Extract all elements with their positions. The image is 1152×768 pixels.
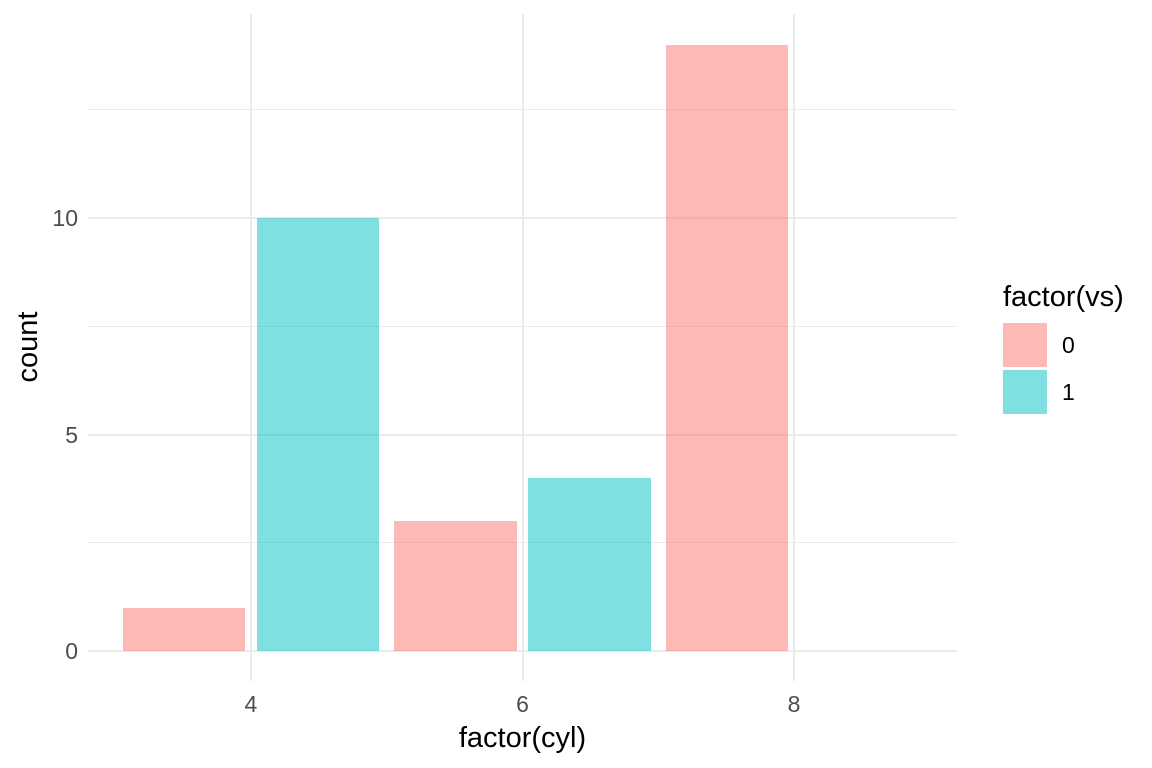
legend-title: factor(vs): [1003, 281, 1124, 313]
legend-label-1: 1: [1062, 379, 1075, 405]
legend-swatch-1: [1003, 370, 1047, 414]
legend-swatch-0: [1003, 323, 1047, 367]
x-tick-label: 4: [244, 691, 258, 717]
bar-cyl4-vs1: [256, 218, 379, 651]
bar-cyl8-vs0: [666, 44, 789, 651]
bar-cyl6-vs1: [528, 477, 651, 651]
legend-label-0: 0: [1062, 332, 1075, 358]
y-axis-title: count: [12, 311, 44, 383]
gridline-major-x: [521, 14, 524, 681]
y-tick-label: 5: [65, 421, 78, 448]
gridline-major-x: [793, 14, 796, 681]
bar-cyl6-vs0: [394, 521, 517, 651]
gridline-major-x: [249, 14, 252, 681]
y-tick-label: 10: [52, 205, 78, 231]
x-axis-title: factor(cyl): [458, 722, 587, 754]
bar-cyl4-vs0: [122, 607, 246, 651]
x-tick-label: 6: [516, 691, 529, 717]
x-tick-label: 8: [787, 691, 801, 717]
y-tick-label: 0: [65, 638, 78, 664]
